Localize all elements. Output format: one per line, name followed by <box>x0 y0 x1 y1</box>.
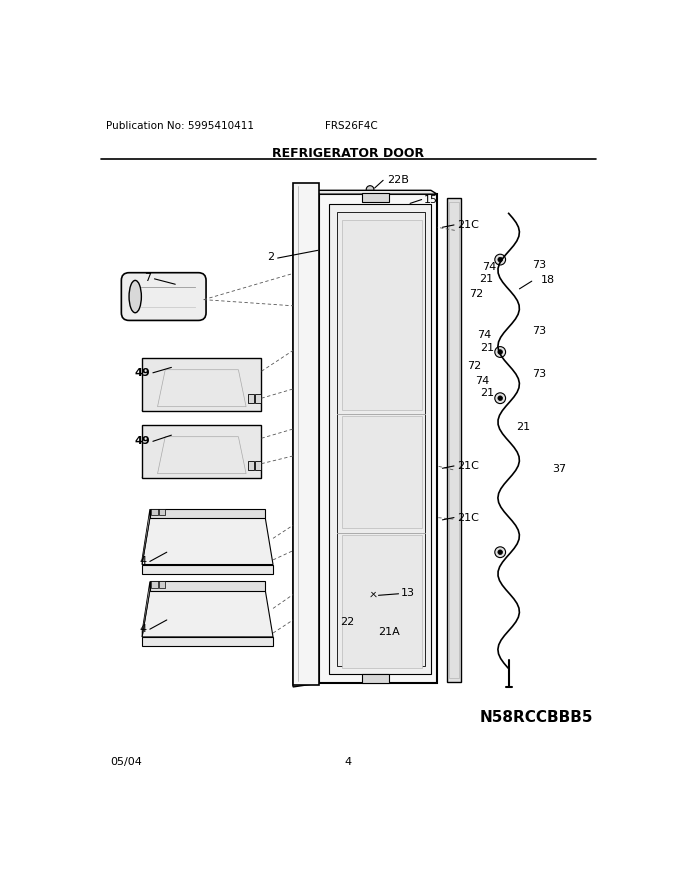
Text: Publication No: 5995410411: Publication No: 5995410411 <box>106 121 254 131</box>
Text: 74: 74 <box>483 262 496 272</box>
Circle shape <box>450 671 458 679</box>
Text: 15: 15 <box>424 194 438 204</box>
Circle shape <box>364 194 371 200</box>
Text: 72: 72 <box>467 361 481 370</box>
Circle shape <box>498 349 503 355</box>
Polygon shape <box>142 582 150 637</box>
Circle shape <box>452 674 456 677</box>
Text: 73: 73 <box>532 326 546 336</box>
Polygon shape <box>342 416 422 527</box>
Circle shape <box>452 458 456 461</box>
Polygon shape <box>152 582 158 588</box>
Circle shape <box>495 546 505 558</box>
Polygon shape <box>255 393 262 403</box>
Circle shape <box>450 209 458 217</box>
Circle shape <box>495 254 505 265</box>
Text: FRS26F4C: FRS26F4C <box>326 121 378 131</box>
Polygon shape <box>293 182 319 685</box>
Circle shape <box>498 257 503 262</box>
Polygon shape <box>362 193 390 202</box>
Text: 49: 49 <box>134 436 150 446</box>
Circle shape <box>452 582 456 584</box>
Polygon shape <box>142 565 273 574</box>
Circle shape <box>452 212 456 215</box>
Polygon shape <box>154 433 250 462</box>
Text: 22: 22 <box>339 617 354 627</box>
Text: 21C: 21C <box>457 461 479 471</box>
Polygon shape <box>293 190 319 687</box>
Text: 4: 4 <box>139 556 147 567</box>
Circle shape <box>367 186 374 194</box>
Text: 73: 73 <box>532 369 546 378</box>
Polygon shape <box>337 212 426 666</box>
Text: 05/04: 05/04 <box>109 758 141 767</box>
Polygon shape <box>150 582 265 590</box>
FancyBboxPatch shape <box>121 273 206 320</box>
Text: 18: 18 <box>541 275 555 284</box>
Circle shape <box>495 347 505 357</box>
Polygon shape <box>342 535 422 668</box>
Polygon shape <box>152 509 158 515</box>
Polygon shape <box>142 462 262 478</box>
Polygon shape <box>255 460 262 470</box>
Polygon shape <box>248 393 254 403</box>
Text: 21A: 21A <box>378 627 400 636</box>
Polygon shape <box>142 425 262 478</box>
Text: 74: 74 <box>475 377 490 386</box>
Text: 4: 4 <box>139 624 147 634</box>
Text: 22B: 22B <box>387 175 409 186</box>
Polygon shape <box>447 198 461 681</box>
Text: REFRIGERATOR DOOR: REFRIGERATOR DOOR <box>273 147 424 160</box>
Text: 49: 49 <box>134 368 150 378</box>
Text: 72: 72 <box>469 290 483 299</box>
Ellipse shape <box>129 281 141 312</box>
Polygon shape <box>142 358 262 410</box>
Polygon shape <box>319 194 437 683</box>
Text: 21: 21 <box>516 422 530 432</box>
Circle shape <box>450 456 458 464</box>
Text: 21: 21 <box>479 274 494 284</box>
Text: 73: 73 <box>532 260 547 270</box>
Text: 7: 7 <box>144 273 152 283</box>
Text: 21: 21 <box>480 388 494 398</box>
Text: 13: 13 <box>401 588 415 598</box>
Text: 2: 2 <box>267 253 275 262</box>
Polygon shape <box>342 219 422 410</box>
Text: 37: 37 <box>553 464 566 474</box>
Polygon shape <box>248 460 254 470</box>
Polygon shape <box>159 582 165 588</box>
Text: 21: 21 <box>480 343 494 353</box>
Text: 21C: 21C <box>457 512 479 523</box>
Polygon shape <box>159 509 165 515</box>
Polygon shape <box>150 509 265 518</box>
Circle shape <box>450 333 458 341</box>
Circle shape <box>452 335 456 338</box>
Circle shape <box>450 579 458 587</box>
Text: N58RCCBBB5: N58RCCBBB5 <box>479 710 593 725</box>
Polygon shape <box>142 518 273 565</box>
Circle shape <box>498 550 503 554</box>
Text: 74: 74 <box>477 330 492 340</box>
Text: 4: 4 <box>345 758 352 767</box>
Polygon shape <box>142 395 262 410</box>
Circle shape <box>495 392 505 404</box>
Text: 21C: 21C <box>457 220 479 230</box>
Polygon shape <box>142 637 273 646</box>
Polygon shape <box>142 509 150 565</box>
Polygon shape <box>142 590 273 637</box>
Circle shape <box>498 396 503 400</box>
Polygon shape <box>329 204 431 674</box>
Polygon shape <box>362 674 390 683</box>
Polygon shape <box>154 366 250 395</box>
Polygon shape <box>293 190 437 194</box>
